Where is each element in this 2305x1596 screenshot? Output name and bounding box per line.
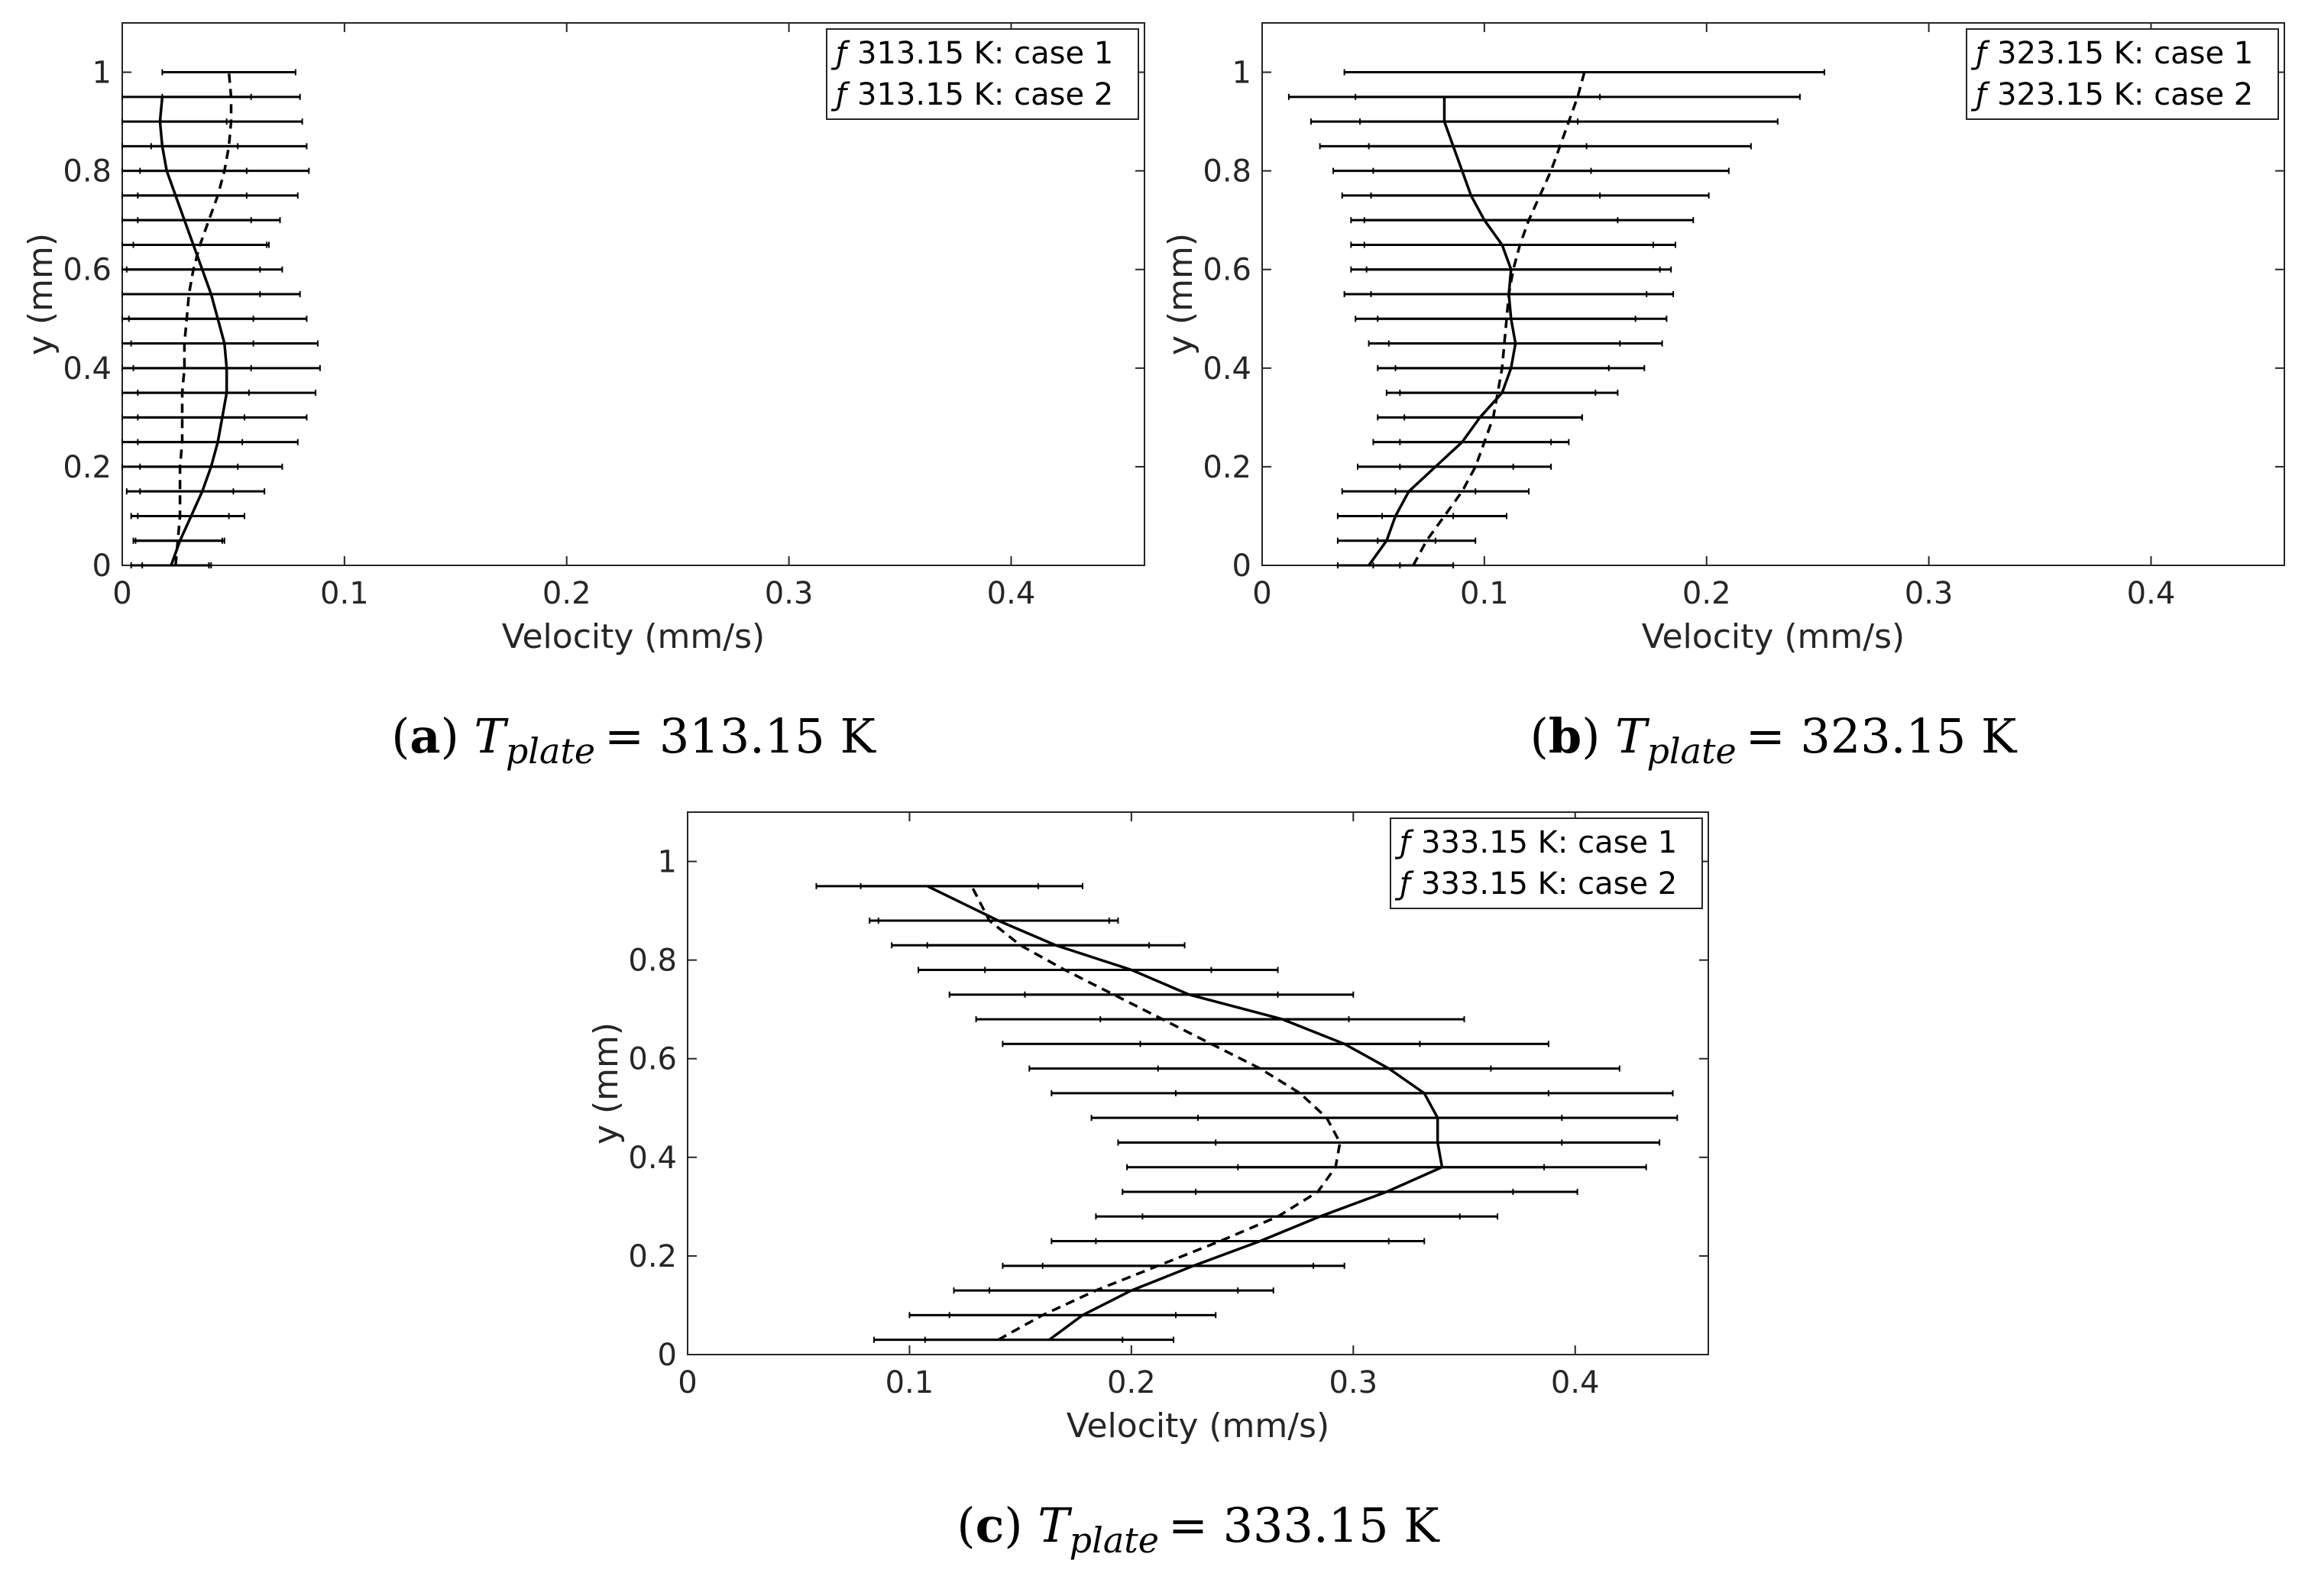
series-2 [860, 882, 1563, 1343]
caption-symbol: T [1615, 708, 1650, 764]
y-tick-label: 0.6 [628, 1042, 677, 1077]
legend-entry: 323.15 K: case 2 [1997, 77, 2253, 112]
series-2 [121, 69, 310, 568]
legend: ƒ 323.15 K: case 1ƒ 323.15 K: case 2 [1966, 28, 2279, 120]
legend-entry: 333.15 K: case 2 [1421, 866, 1677, 902]
y-axis-label: y (mm) [21, 233, 60, 355]
legend-box [1966, 28, 2279, 120]
caption-label: c [976, 1497, 1005, 1553]
y-tick-label: 0.8 [63, 154, 112, 189]
y-axis-label: y (mm) [1161, 233, 1200, 355]
legend-entry: 313.15 K: case 1 [857, 36, 1113, 71]
caption-close: ) [1004, 1497, 1038, 1553]
caption-open: ( [391, 708, 410, 764]
y-tick-label: 0.2 [1203, 450, 1251, 485]
x-tick-label: 0.3 [1329, 1365, 1377, 1400]
legend-entry: 333.15 K: case 1 [1421, 825, 1677, 860]
series-line [174, 72, 233, 566]
x-tick-label: 0.2 [1107, 1365, 1156, 1400]
y-axis-label: y (mm) [587, 1022, 626, 1144]
y-tick-label: 0.2 [628, 1239, 677, 1274]
y-tick-label: 0.6 [1203, 253, 1251, 288]
chart-panel-c: 0 0.1 0.2 0.3 0.4 0 0.2 0.4 0.6 0.8 1 Velocity (mm/… [587, 811, 1709, 1561]
panel-caption: (a) Tplate = 313.15 K [391, 708, 876, 772]
caption-subscript: plate [1070, 1520, 1159, 1561]
panel-caption: (b) Tplate = 323.15 K [1530, 708, 2018, 772]
x-tick-label: 0 [1252, 576, 1271, 611]
legend-entry: 313.15 K: case 2 [857, 77, 1113, 112]
legend-entry: 323.15 K: case 1 [1997, 36, 2253, 71]
x-axis-label: Velocity (mm/s) [1642, 617, 1905, 656]
x-tick-label: 0.4 [2127, 576, 2176, 611]
x-tick-label: 0.1 [885, 1365, 934, 1400]
x-tick-label: 0.3 [765, 576, 814, 611]
series-2 [1343, 69, 1825, 568]
caption-symbol: T [474, 708, 510, 764]
y-tick-label: 0.2 [63, 450, 112, 485]
series-line [158, 96, 228, 566]
x-tick-label: 0.2 [1682, 576, 1731, 611]
y-tick-label: 1 [92, 56, 112, 91]
caption-subscript: plate [1646, 730, 1736, 772]
y-tick-label: 0.4 [63, 351, 112, 387]
caption-value: = 323.15 K [1746, 708, 2018, 764]
chart-panel-a: 0 0.1 0.2 0.3 0.4 0 0.2 0.4 0.6 0.8 1 Velocity (mm/… [21, 22, 1145, 772]
caption-close: ) [441, 708, 474, 764]
y-tick-label: 0.4 [628, 1141, 677, 1176]
caption-open: ( [957, 1497, 975, 1553]
y-tick-label: 0 [1232, 549, 1251, 584]
y-tick-label: 1 [658, 845, 677, 880]
caption-value: = 313.15 K [604, 708, 876, 764]
y-tick-label: 0.6 [63, 253, 112, 288]
y-tick-label: 1 [1232, 56, 1251, 91]
caption-subscript: plate [506, 730, 595, 772]
series-line [1412, 72, 1586, 566]
caption-label: a [410, 708, 440, 764]
x-tick-label: 0 [112, 576, 131, 611]
x-tick-label: 0.1 [1460, 576, 1509, 611]
y-tick-label: 0 [92, 549, 112, 584]
x-tick-label: 0.4 [987, 576, 1036, 611]
caption-label: b [1549, 708, 1581, 764]
panel-caption: (c) Tplate = 333.15 K [957, 1497, 1440, 1561]
x-tick-label: 0.3 [1905, 576, 1954, 611]
y-tick-label: 0.8 [628, 944, 677, 979]
x-axis-label: Velocity (mm/s) [1067, 1407, 1329, 1445]
x-tick-label: 0.1 [320, 576, 369, 611]
y-tick-label: 0.4 [1203, 351, 1251, 387]
y-tick-label: 0.8 [1203, 154, 1251, 189]
x-tick-label: 0 [678, 1365, 697, 1400]
series-line [970, 885, 1342, 1342]
caption-symbol: T [1038, 1497, 1073, 1553]
legend: ƒ 333.15 K: case 1ƒ 333.15 K: case 2 [1390, 817, 1703, 909]
legend: ƒ 313.15 K: case 1ƒ 313.15 K: case 2 [826, 28, 1139, 120]
x-axis-label: Velocity (mm/s) [502, 617, 765, 656]
series-line [1368, 96, 1517, 567]
x-tick-label: 0.4 [1551, 1365, 1600, 1400]
caption-close: ) [1581, 708, 1615, 764]
caption-open: ( [1530, 708, 1549, 764]
caption-value: = 333.15 K [1168, 1497, 1440, 1553]
legend-box [1390, 817, 1703, 909]
x-tick-label: 0.2 [542, 576, 591, 611]
legend-box [826, 28, 1139, 120]
chart-panel-b: 0 0.1 0.2 0.3 0.4 0 0.2 0.4 0.6 0.8 1 Velocity (mm/… [1161, 22, 2285, 772]
y-tick-label: 0 [658, 1338, 677, 1373]
